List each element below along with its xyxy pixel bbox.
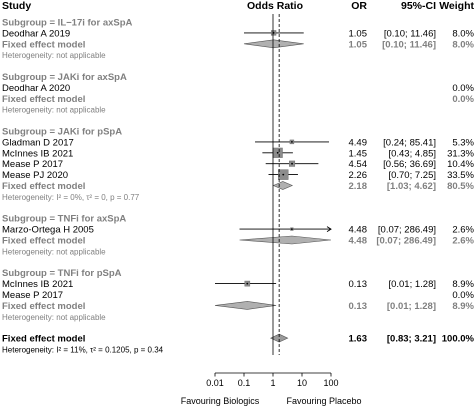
subgroup-fixed-or: 0.13 <box>349 301 368 312</box>
subgroup-fixed-label: Fixed effect model <box>2 181 85 192</box>
subgroup-fixed-ci: [1.03; 4.62] <box>387 181 436 192</box>
study-ci: [0.07; 286.49] <box>378 225 436 236</box>
study-point <box>290 228 293 231</box>
study-label: Mease PJ 2020 <box>2 170 68 181</box>
header-or: OR <box>351 0 367 12</box>
x-tick-label: 0.1 <box>238 378 251 388</box>
study-label: Mease P 2017 <box>2 290 63 301</box>
study-or: 4.49 <box>349 137 368 148</box>
subgroup-fixed-label: Fixed effect model <box>2 94 85 105</box>
subgroup-diamond <box>272 181 294 190</box>
study-label: Gladman D 2017 <box>2 137 74 148</box>
subgroup-label: Subgroup = TNFi for pSpA <box>2 268 122 279</box>
study-label: Deodhar A 2020 <box>2 83 70 94</box>
overall-fixed-ci: [0.83; 3.21] <box>387 334 436 345</box>
header-weight: Weight <box>439 0 474 12</box>
heterogeneity-text: Heterogeneity: not applicable <box>2 106 106 115</box>
subgroup-fixed-ci: [0.10; 11.46] <box>382 39 436 50</box>
subgroup-label: Subgroup = IL−17i for axSpA <box>2 18 133 29</box>
x-tick-label: 0.01 <box>206 378 224 388</box>
subgroup-fixed-label: Fixed effect model <box>2 301 85 312</box>
study-or: 1.45 <box>349 148 368 159</box>
study-weight: 31.3% <box>447 148 474 159</box>
heterogeneity-total-text: Heterogeneity: I² = 11%, τ² = 0.1205, p … <box>2 346 164 355</box>
subgroup-fixed-weight: 2.6% <box>452 236 474 247</box>
subgroup-fixed-ci: [0.07; 286.49] <box>376 236 436 247</box>
subgroup-label: Subgroup = TNFi for axSpA <box>2 214 126 225</box>
x-tick-label: 100 <box>323 378 338 388</box>
overall-fixed-weight: 100.0% <box>442 334 474 345</box>
heterogeneity-text: Heterogeneity: not applicable <box>2 51 106 60</box>
study-weight: 33.5% <box>447 170 474 181</box>
heterogeneity-text: Heterogeneity: not applicable <box>2 247 106 256</box>
study-or: 4.54 <box>349 159 368 170</box>
heterogeneity-text: Heterogeneity: I² = 0%, τ² = 0, p = 0.77 <box>2 193 140 202</box>
x-tick-label: 1 <box>270 378 275 388</box>
study-point <box>291 162 293 165</box>
study-label: McInnes IB 2021 <box>2 148 73 159</box>
subgroup-fixed-weight: 80.5% <box>447 181 474 192</box>
subgroup-diamond <box>243 39 304 49</box>
study-label: Marzo-Ortega H 2005 <box>2 225 94 236</box>
subgroup-fixed-label: Fixed effect model <box>2 39 85 50</box>
overall-diamond <box>269 333 289 343</box>
study-or: 1.05 <box>349 28 368 39</box>
subgroup-fixed-ci: [0.01; 1.28] <box>387 301 436 312</box>
study-weight: 0.0% <box>452 83 474 94</box>
subgroup-fixed-or: 1.05 <box>349 39 368 50</box>
subgroup-fixed-label: Fixed effect model <box>2 236 85 247</box>
overall-fixed-label: Fixed effect model <box>2 334 85 345</box>
subgroup-diamond <box>239 235 332 245</box>
subgroup-fixed-or: 4.48 <box>349 236 368 247</box>
subgroup-fixed-weight: 8.0% <box>452 39 474 50</box>
overall-fixed-or: 1.63 <box>349 334 368 345</box>
x-axis: 0.01 0.1 1 10 100 <box>206 14 339 388</box>
study-weight: 5.3% <box>452 137 474 148</box>
header-study: Study <box>2 0 31 12</box>
x-tick-label: 10 <box>297 378 307 388</box>
study-ci: [0.56; 36.69] <box>383 159 436 170</box>
study-weight: 8.0% <box>452 28 474 39</box>
subgroup-label: Subgroup = JAKi for pSpA <box>2 127 122 138</box>
study-ci: [0.43; 4.85] <box>388 148 436 159</box>
subgroup-fixed-weight: 0.0% <box>452 94 474 105</box>
subgroup-fixed-weight: 8.9% <box>452 301 474 312</box>
header-odds-ratio: Odds Ratio <box>247 0 303 12</box>
study-weight: 10.4% <box>447 159 474 170</box>
study-label: Deodhar A 2019 <box>2 28 70 39</box>
study-ci: [0.24; 85.41] <box>383 137 436 148</box>
study-weight: 2.6% <box>452 225 474 236</box>
header-ci: 95%-CI <box>401 0 436 12</box>
study-or: 0.13 <box>349 279 368 290</box>
study-point <box>246 282 249 285</box>
study-point <box>276 151 279 154</box>
study-ci: [0.70; 7.25] <box>388 170 436 181</box>
heterogeneity-text: Heterogeneity: not applicable <box>2 313 106 322</box>
x-axis-label-left: Favouring Biologics <box>181 396 260 406</box>
subgroup-diamond <box>214 301 277 310</box>
study-or: 2.26 <box>349 170 368 181</box>
ci-arrow <box>326 226 332 232</box>
subgroup-fixed-or: 2.18 <box>349 181 368 192</box>
study-point <box>291 141 293 143</box>
study-label: McInnes IB 2021 <box>2 279 73 290</box>
study-point <box>282 173 285 176</box>
x-axis-label-right: Favouring Placebo <box>286 396 361 406</box>
study-weight: 0.0% <box>452 290 474 301</box>
study-or: 4.48 <box>349 225 368 236</box>
study-weight: 8.9% <box>452 279 474 290</box>
study-ci: [0.10; 11.46] <box>384 28 436 39</box>
study-label: Mease P 2017 <box>2 159 63 170</box>
subgroup-label: Subgroup = JAKi for axSpA <box>2 72 127 83</box>
study-ci: [0.01; 1.28] <box>388 279 436 290</box>
